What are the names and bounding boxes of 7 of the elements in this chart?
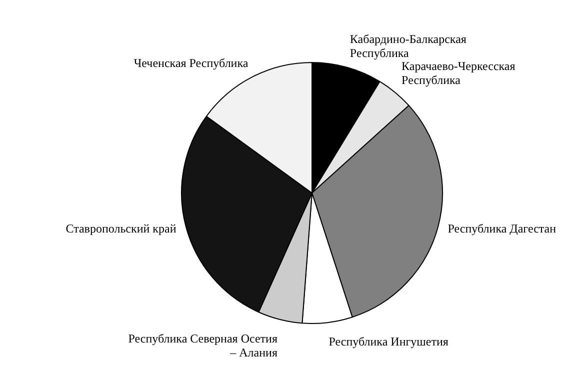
slice-label: Чеченская Республика — [134, 56, 249, 70]
slice-label: Ставропольский край — [66, 221, 177, 236]
slice-label: Республика Ингушетия — [328, 334, 449, 349]
slice-label: Республика Северная Осетия – Алания — [128, 331, 278, 360]
slice-label: Республика Дагестан — [448, 221, 557, 236]
slice-label: Карачаево-Черкесская Республика — [402, 58, 516, 87]
slice-label: Кабардино-Балкарская Республика — [350, 32, 467, 60]
